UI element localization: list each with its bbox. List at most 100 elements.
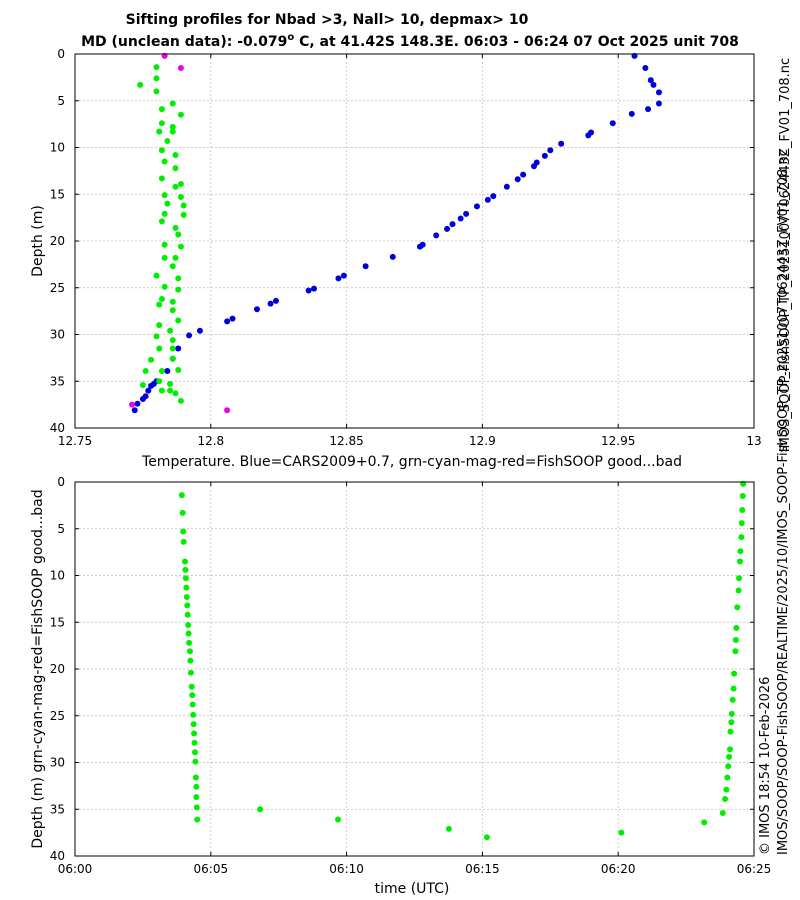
data-point-green [179, 509, 186, 516]
y-axis-label: Depth (m) [30, 205, 46, 277]
data-point-blue [514, 176, 521, 183]
data-point-blue [433, 232, 440, 239]
data-point-blue [335, 275, 342, 282]
data-point-green [186, 648, 193, 655]
data-point-green [156, 345, 163, 352]
data-point-green [172, 165, 179, 172]
data-point-green [739, 507, 746, 514]
data-point-green [158, 106, 165, 113]
data-point-green [190, 711, 197, 718]
data-point-magenta [224, 407, 231, 414]
data-point-blue [558, 140, 565, 147]
data-point-green [189, 692, 196, 699]
data-point-green [175, 317, 182, 324]
data-point-green [153, 272, 160, 279]
data-point-green [618, 829, 625, 836]
y-tick-label: 5 [57, 522, 65, 536]
data-point-green [169, 298, 176, 305]
path-label: IMOS/SOOP/SOOP-FishSOOP/REALTIME/2025/10… [776, 149, 791, 855]
x-tick-label: 12.95 [601, 434, 635, 448]
data-point-green [169, 100, 176, 107]
data-point-green [188, 683, 195, 690]
data-point-green [726, 753, 733, 760]
x-tick-label: 06:25 [737, 862, 772, 876]
data-point-green [187, 657, 194, 664]
x-tick-label: 06:10 [329, 862, 364, 876]
data-point-green [738, 534, 745, 541]
data-point-green [172, 390, 179, 397]
data-point-green [183, 594, 190, 601]
data-point-blue [645, 106, 652, 113]
data-point-green [732, 637, 739, 644]
data-point-green [153, 88, 160, 95]
data-point-green [719, 809, 726, 816]
data-point-blue [416, 243, 423, 250]
data-point-green [137, 81, 144, 88]
y-tick-label: 10 [50, 569, 65, 583]
data-point-green [738, 520, 745, 527]
data-point-green [153, 75, 160, 82]
y-tick-label: 30 [50, 756, 65, 770]
data-point-blue [253, 306, 260, 313]
data-point-green [167, 387, 174, 394]
data-point-blue [389, 253, 396, 260]
data-point-green [167, 327, 174, 334]
data-point-green [161, 283, 168, 290]
data-point-green [483, 834, 490, 841]
data-point-green [183, 584, 190, 591]
data-point-green [156, 378, 163, 385]
data-point-blue [134, 400, 141, 407]
data-point-green [180, 202, 187, 209]
data-point-green [729, 696, 736, 703]
y-tick-label: 20 [50, 662, 65, 676]
data-point-blue [272, 297, 279, 304]
data-point-green [148, 356, 155, 363]
data-point-green [732, 648, 739, 655]
x-tick-label: 12.8 [197, 434, 224, 448]
data-point-green [175, 286, 182, 293]
y-tick-label: 35 [50, 374, 65, 388]
data-point-blue [609, 120, 616, 127]
x-tick-label: 06:05 [194, 862, 229, 876]
data-point-green [156, 322, 163, 329]
copyright-label: © IMOS 18:54 10-Feb-2026 [758, 677, 773, 855]
data-point-blue [520, 171, 527, 178]
data-point-blue [647, 77, 654, 84]
data-point-blue [362, 263, 369, 270]
filename-label: IMOS_SOOP-FishSOOP_TP_20251007T062443Z_F… [778, 58, 793, 452]
data-point-green [191, 749, 198, 756]
x-tick-label: 13 [746, 434, 761, 448]
y-tick-label: 0 [57, 475, 65, 489]
data-point-blue [148, 382, 155, 389]
data-point-green [161, 241, 168, 248]
plot-frame [74, 53, 755, 429]
data-point-green [184, 602, 191, 609]
data-point-green [167, 381, 174, 388]
data-point-blue [229, 315, 236, 322]
y-tick-label: 40 [50, 849, 65, 863]
time-depth-plot: 06:00 06:05 06:10 06:15 06:20 06:25 0 5 10 15 20 25… [30, 475, 771, 897]
data-point-blue [444, 225, 451, 232]
data-point-green [175, 275, 182, 282]
x-tick-label: 12.75 [58, 434, 92, 448]
data-point-green [728, 710, 735, 717]
data-point-blue [449, 221, 456, 228]
data-point-green [139, 381, 146, 388]
data-point-blue [340, 272, 347, 279]
data-point-green [169, 307, 176, 314]
x-tick-label: 06:20 [601, 862, 636, 876]
data-point-green [161, 192, 168, 199]
data-point-green [172, 183, 179, 190]
data-point-green [158, 295, 165, 302]
data-points [178, 480, 747, 841]
data-point-green [180, 528, 187, 535]
data-point-green [172, 151, 179, 158]
data-point-green [191, 730, 198, 737]
x-tick-label: 12.85 [329, 434, 363, 448]
x-tick-label: 06:00 [58, 862, 93, 876]
title-line2: MD (unclean data): -0.079o C, at 41.42S … [81, 32, 739, 50]
data-point-green [186, 639, 193, 646]
data-point-green [177, 397, 184, 404]
data-point-green [701, 819, 708, 826]
data-point-green [169, 123, 176, 130]
